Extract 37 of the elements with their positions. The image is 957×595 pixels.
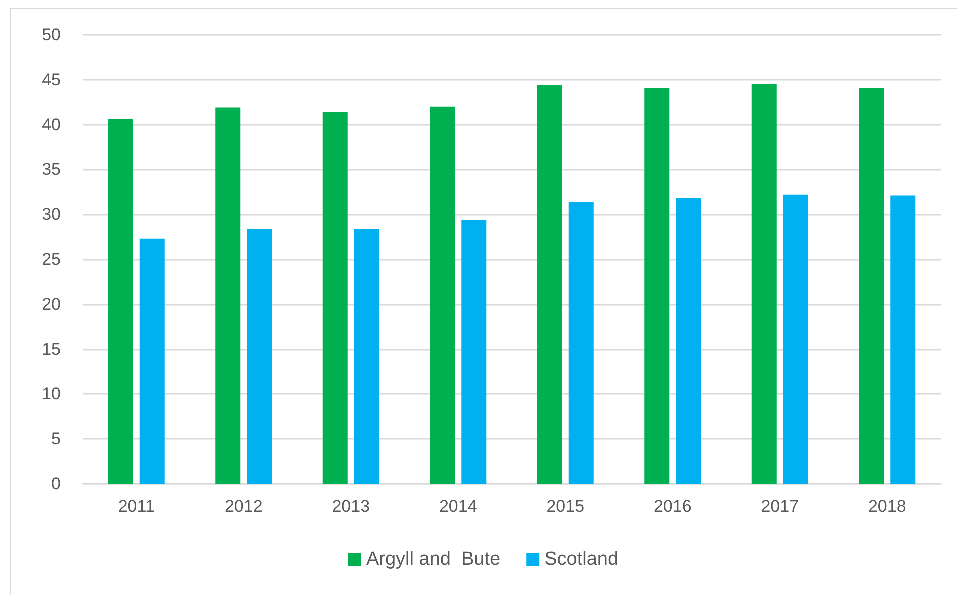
y-tick-label: 35 — [42, 160, 61, 180]
x-tick-label: 2012 — [224, 497, 263, 516]
bar — [783, 194, 808, 484]
x-tick-label: 2014 — [439, 497, 478, 516]
y-tick-label: 45 — [42, 70, 61, 90]
bar — [644, 88, 670, 484]
bar — [890, 196, 916, 484]
bar — [537, 85, 562, 484]
bar — [247, 228, 272, 484]
y-tick-label: 30 — [42, 205, 61, 224]
y-tick-label: 15 — [42, 340, 61, 359]
x-tick-label: 2018 — [868, 497, 906, 516]
bar — [568, 202, 594, 484]
x-tick-label: 2017 — [761, 497, 800, 516]
bar — [752, 84, 777, 484]
bar — [676, 198, 702, 484]
bar — [430, 106, 456, 484]
y-tick-label: 5 — [52, 430, 61, 449]
x-tick-label: 2011 — [118, 497, 155, 516]
bar — [322, 112, 348, 484]
y-tick-label: 25 — [42, 250, 61, 269]
legend-label: Argyll and Bute — [366, 549, 501, 570]
legend-label: Scotland — [544, 549, 619, 570]
y-tick-label: 10 — [42, 384, 61, 404]
bar — [140, 238, 165, 484]
bar — [216, 108, 241, 484]
x-tick-label: 2016 — [654, 497, 692, 516]
bar — [108, 119, 134, 484]
bar — [859, 88, 884, 484]
y-tick-label: 40 — [42, 115, 61, 134]
x-tick-label: 2013 — [332, 497, 370, 516]
y-tick-label: 0 — [52, 474, 61, 494]
bar — [462, 220, 487, 484]
x-tick-label: 2015 — [546, 497, 585, 516]
bar — [354, 228, 380, 484]
y-tick-label: 20 — [42, 294, 61, 314]
y-tick-label: 50 — [42, 26, 61, 44]
